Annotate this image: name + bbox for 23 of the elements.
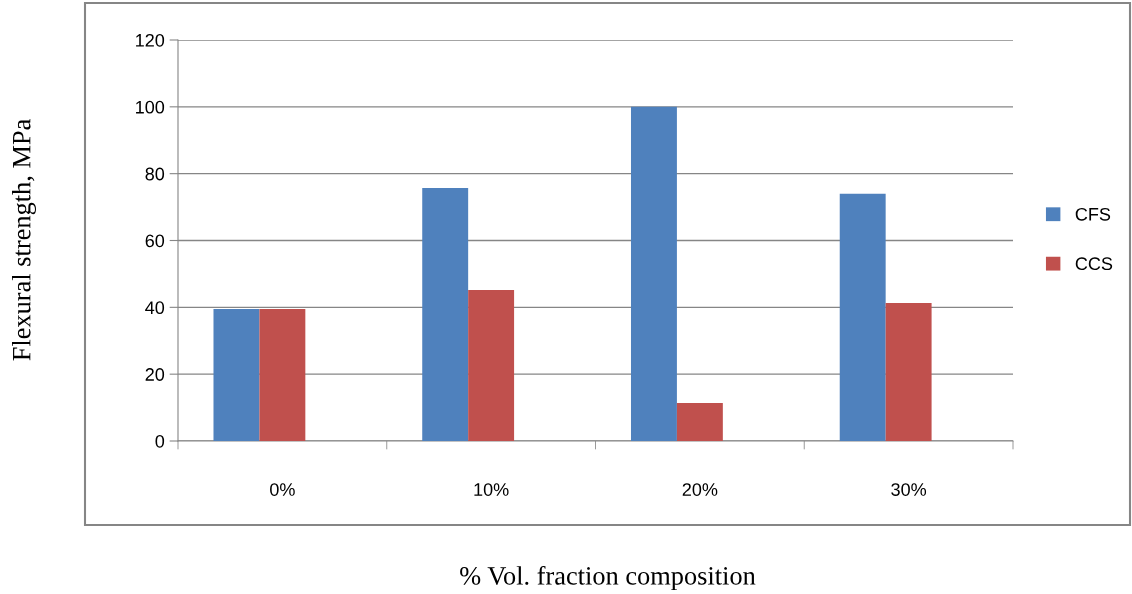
y-tick-label: 80 [145,167,165,181]
bar [213,309,260,441]
legend-label: CFS [1075,207,1111,221]
y-tick-label: 60 [145,234,165,248]
y-tick-label: 0 [155,434,165,448]
bar [422,188,469,441]
y-axis-title: Flexural strength, MPa [12,119,36,361]
y-tick-label: 20 [145,368,165,381]
y-tick-label: 120 [136,33,165,47]
bar [630,106,677,441]
x-tick-label: 10% [474,483,509,496]
bar [676,402,723,441]
bar [885,302,932,441]
bar [468,289,515,441]
x-tick-label: 30% [891,483,927,496]
y-tick-label: 40 [145,301,165,315]
legend-label: CCS [1075,257,1113,271]
bar [259,309,306,441]
x-tick-label: 20% [682,483,718,496]
x-axis-title: % Vol. fraction composition [460,565,756,591]
y-tick-label: 100 [136,100,165,114]
bar [839,193,886,441]
x-tick-label: 0% [270,483,295,496]
